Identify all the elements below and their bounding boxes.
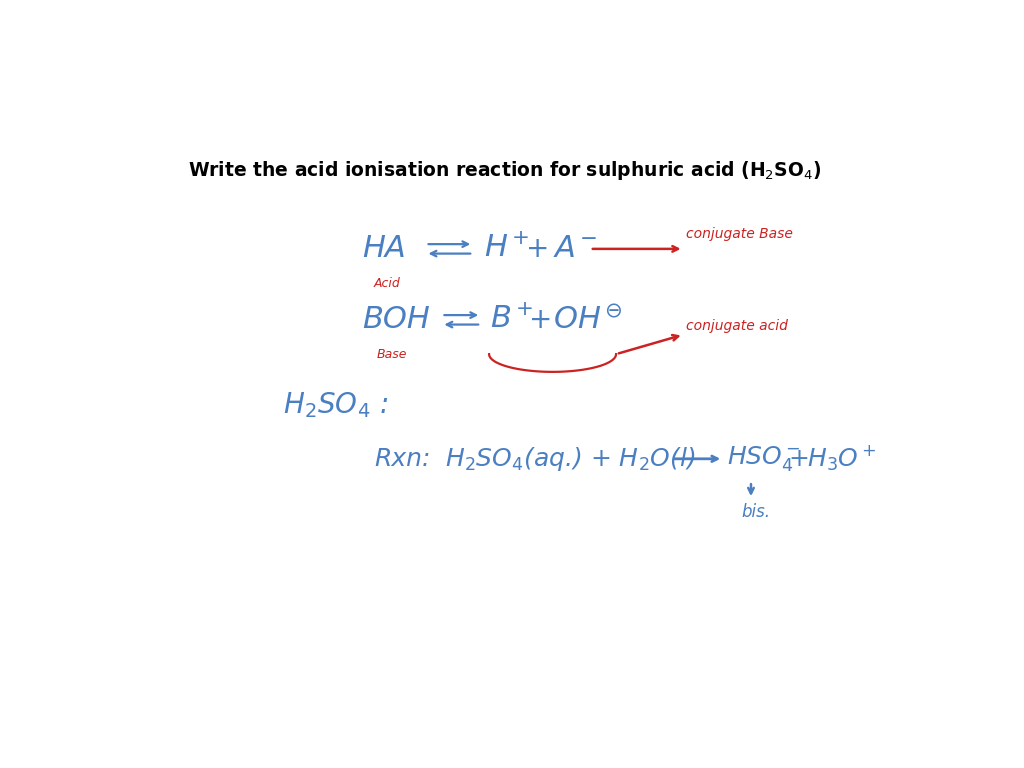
Text: +: + (788, 447, 809, 471)
Text: OH$^\ominus$: OH$^\ominus$ (553, 305, 622, 335)
Text: Acid: Acid (374, 276, 400, 290)
Text: +: + (526, 235, 550, 263)
Text: HSO$_4^-$: HSO$_4^-$ (727, 445, 800, 473)
Text: Rxn:: Rxn: (374, 447, 430, 471)
Text: conjugate Base: conjugate Base (686, 227, 793, 241)
Text: H$^+$: H$^+$ (483, 234, 528, 263)
Text: H$_2$SO$_4$ :: H$_2$SO$_4$ : (283, 391, 388, 421)
Text: B$^+$: B$^+$ (489, 305, 532, 334)
Text: Write the acid ionisation reaction for sulphuric acid (H$_2$SO$_4$): Write the acid ionisation reaction for s… (187, 159, 821, 182)
Text: Base: Base (377, 348, 407, 361)
Text: conjugate acid: conjugate acid (686, 319, 787, 333)
Text: H$_2$SO$_4$(aq.) + H$_2$O(l): H$_2$SO$_4$(aq.) + H$_2$O(l) (445, 445, 696, 473)
Text: bis.: bis. (741, 503, 770, 521)
Text: H$_3$O$^+$: H$_3$O$^+$ (807, 444, 877, 473)
Text: HA: HA (362, 234, 406, 263)
Text: BOH: BOH (362, 306, 430, 334)
Text: A$^-$: A$^-$ (553, 234, 597, 263)
Text: +: + (528, 306, 552, 334)
